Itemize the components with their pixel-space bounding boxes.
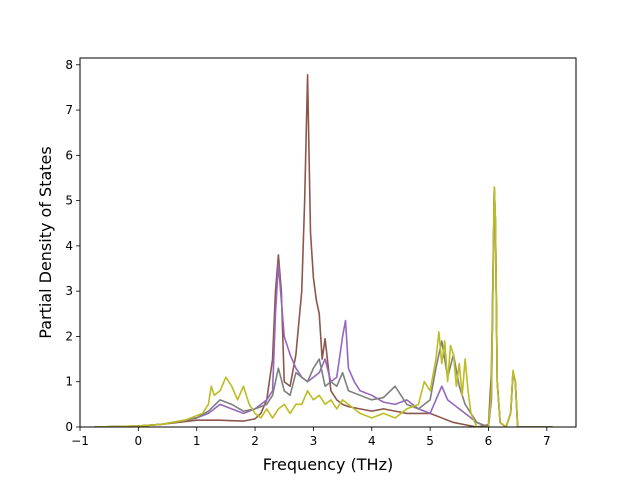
series-layer [94,73,553,427]
y-tick-label: 2 [65,329,73,343]
y-tick-label: 7 [65,103,73,117]
y-tick-label: 1 [65,375,73,389]
x-tick-label: 6 [485,434,493,448]
y-axis-label: Partial Density of States [36,146,55,338]
plot-frame [79,57,577,428]
y-axis: 0 1 2 3 4 5 6 7 8 [65,58,80,434]
y-tick-label: 0 [65,420,73,434]
x-tick-label: −1 [71,434,89,448]
x-tick-label: 2 [251,434,259,448]
y-tick-label: 4 [65,239,73,253]
x-tick-label: 5 [426,434,434,448]
x-axis: −1 0 1 2 3 4 5 6 7 [71,427,551,448]
y-tick-label: 5 [65,194,73,208]
x-axis-label: Frequency (THz) [263,455,393,474]
y-tick-label: 3 [65,284,73,298]
y-tick-label: 6 [65,148,73,162]
x-tick-label: 1 [193,434,201,448]
y-tick-label: 8 [65,58,73,72]
series-line-4 [94,186,553,427]
x-tick-label: 3 [310,434,318,448]
x-tick-label: 7 [543,434,551,448]
x-tick-label: 0 [135,434,143,448]
x-tick-label: 4 [368,434,376,448]
